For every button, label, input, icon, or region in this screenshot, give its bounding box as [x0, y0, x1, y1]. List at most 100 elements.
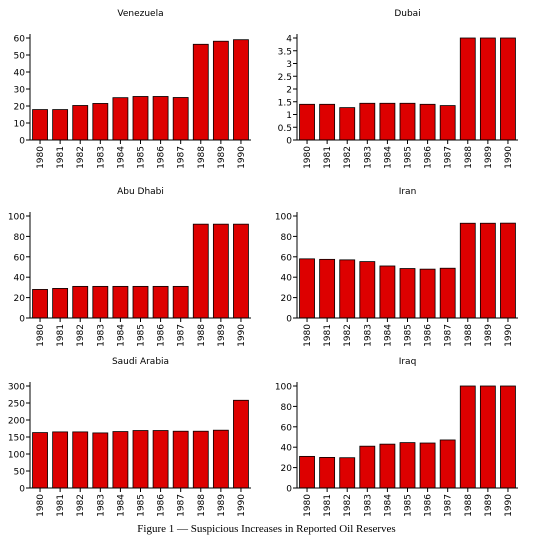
y-tick-label: 20: [14, 103, 26, 113]
x-tick-label: 1990: [504, 146, 514, 169]
bar: [419, 103, 436, 141]
x-tick-label: 1989: [217, 494, 227, 517]
x-tick-label: 1982: [76, 324, 86, 347]
x-tick-label: 1981: [323, 146, 333, 169]
x-tick-label: 1990: [504, 494, 514, 517]
chart-title: Venezuela: [117, 9, 163, 19]
x-tick-label: 1989: [484, 324, 494, 347]
x-tick-label: 1988: [197, 146, 207, 169]
y-tick-label: 0: [286, 137, 292, 147]
x-tick-label: 1988: [464, 146, 474, 169]
bar: [479, 222, 496, 319]
y-tick-label: 40: [281, 444, 293, 454]
x-tick-label: 1981: [56, 324, 66, 347]
x-tick-label: 1988: [197, 494, 207, 517]
y-tick-label: 60: [281, 423, 293, 433]
x-tick-label: 1981: [323, 494, 333, 517]
chart-title: Dubai: [394, 9, 420, 19]
bar: [32, 109, 48, 141]
x-tick-label: 1985: [404, 324, 414, 347]
bar: [319, 258, 336, 319]
x-tick-label: 1988: [464, 494, 474, 517]
bar: [172, 285, 189, 319]
bar: [459, 385, 476, 489]
bar: [72, 431, 89, 489]
y-tick-label: 100: [8, 213, 25, 223]
x-tick-label: 1981: [56, 494, 66, 517]
y-tick-label: 3: [286, 60, 292, 70]
y-tick-label: 150: [8, 434, 25, 444]
x-tick-label: 1985: [137, 324, 147, 347]
x-tick-label: 1989: [217, 146, 227, 169]
y-tick-label: 80: [281, 233, 293, 243]
bar: [72, 105, 89, 141]
bar: [479, 385, 496, 489]
bar: [479, 37, 496, 141]
x-tick-label: 1990: [237, 494, 247, 517]
x-tick-label: 1983: [96, 324, 106, 347]
bar: [52, 109, 69, 141]
y-tick-label: 100: [8, 451, 25, 461]
bar: [52, 431, 69, 489]
bar: [233, 39, 249, 141]
bar: [339, 259, 356, 319]
x-tick-label: 1983: [363, 324, 373, 347]
y-tick-label: 40: [14, 274, 26, 284]
y-tick-label: 50: [14, 468, 26, 478]
y-tick-label: 60: [14, 253, 26, 263]
bar: [112, 97, 129, 141]
chart-dubai: Dubai 0 0.5 1 1.5 2 2.5 3 3.5 4 1980 1981 1982 1983 19…: [267, 0, 533, 175]
x-tick-label: 1985: [404, 146, 414, 169]
y-tick-label: 80: [14, 233, 26, 243]
bar: [419, 268, 436, 319]
y-tick-label: 60: [281, 253, 293, 263]
x-tick-label: 1982: [343, 324, 353, 347]
bar: [132, 430, 149, 489]
x-tick-label: 1985: [137, 146, 147, 169]
x-tick-label: 1988: [197, 324, 207, 347]
bar: [52, 288, 69, 319]
bar: [439, 267, 456, 319]
bar: [233, 399, 249, 489]
x-tick-label: 1980: [303, 146, 313, 169]
chart-iraq: Iraq 0 20 40 60 80 100 1980 1981 1982 1983 1984 1985…: [267, 348, 533, 523]
bar: [92, 432, 109, 489]
y-tick-label: 0: [19, 315, 25, 325]
x-tick-label: 1983: [363, 494, 373, 517]
bar: [459, 37, 476, 141]
bar: [172, 97, 189, 141]
x-tick-label: 1986: [157, 146, 167, 169]
y-tick-label: 2.5: [278, 73, 292, 83]
x-tick-label: 1985: [137, 494, 147, 517]
y-tick-label: 30: [14, 86, 26, 96]
bar: [439, 439, 456, 489]
bar: [192, 43, 209, 141]
bar: [299, 103, 315, 141]
y-tick-label: 40: [14, 69, 26, 79]
x-tick-label: 1986: [424, 494, 434, 517]
x-tick-label: 1984: [116, 494, 126, 517]
y-tick-label: 4: [286, 35, 292, 45]
x-tick-label: 1984: [116, 146, 126, 169]
bar: [72, 285, 89, 319]
bar: [233, 223, 249, 319]
bar: [152, 96, 169, 141]
chart-saudi-arabia: Saudi Arabia 0 50 100 150 200 250 300 1980 1981 19…: [0, 348, 266, 523]
bar: [212, 429, 229, 489]
y-tick-label: 2: [286, 86, 292, 96]
x-tick-label: 1984: [383, 146, 393, 169]
x-tick-label: 1990: [237, 324, 247, 347]
x-tick-label: 1987: [444, 494, 454, 517]
y-tick-label: 20: [281, 294, 293, 304]
bar: [112, 285, 129, 319]
x-tick-label: 1982: [343, 494, 353, 517]
bar: [212, 40, 229, 141]
x-tick-label: 1982: [76, 146, 86, 169]
bar: [399, 268, 416, 319]
x-tick-label: 1984: [383, 324, 393, 347]
bar: [399, 442, 416, 489]
y-tick-label: 0.5: [278, 124, 292, 134]
bar: [359, 445, 376, 489]
y-tick-label: 1: [286, 111, 292, 121]
bar: [132, 96, 149, 141]
